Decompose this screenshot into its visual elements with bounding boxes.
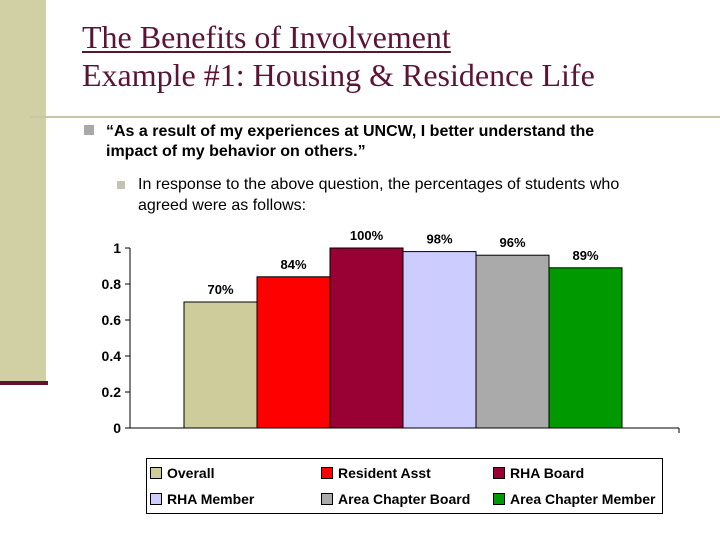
- legend-swatch: [150, 467, 162, 479]
- legend-swatch: [493, 467, 505, 479]
- side-accent-bar: [0, 0, 46, 384]
- y-tick-label: 0.4: [102, 348, 122, 364]
- y-tick-label: 0.8: [102, 276, 122, 292]
- data-label: 84%: [280, 257, 306, 272]
- slide-title: The Benefits of Involvement Example #1: …: [82, 18, 595, 94]
- legend-label: RHA Board: [510, 465, 585, 481]
- y-tick-label: 0.6: [102, 312, 122, 328]
- legend-item: RHA Member: [150, 489, 254, 509]
- legend-label: Area Chapter Board: [338, 491, 471, 507]
- title-line-1: The Benefits of Involvement: [82, 19, 451, 55]
- bullet-response: In response to the above question, the p…: [138, 176, 620, 214]
- legend-item: RHA Board: [493, 463, 584, 483]
- bar: [548, 267, 623, 429]
- legend-swatch: [321, 467, 333, 479]
- data-label: 89%: [572, 248, 598, 263]
- data-label: 100%: [350, 228, 384, 243]
- bar: [256, 276, 331, 429]
- y-tick-label: 0.2: [102, 384, 122, 400]
- bar: [402, 251, 477, 429]
- data-label: 98%: [426, 232, 452, 247]
- legend-swatch: [321, 493, 333, 505]
- y-tick-label: 1: [113, 240, 121, 256]
- legend-item: Area Chapter Member: [493, 489, 656, 509]
- legend-label: Area Chapter Member: [510, 491, 656, 507]
- legend-item: Area Chapter Board: [321, 489, 470, 509]
- chart-legend: Overall Resident Asst RHA Board RHA Member A…: [146, 458, 663, 514]
- title-divider: [30, 116, 720, 118]
- title-line-2: Example #1: Housing & Residence Life: [82, 57, 595, 93]
- bar: [183, 301, 258, 429]
- legend-label: RHA Member: [167, 491, 255, 507]
- bullet-question: “As a result of my experiences at UNCW, …: [106, 123, 595, 160]
- legend-swatch: [493, 493, 505, 505]
- sub-bullet-square-icon: [117, 181, 125, 189]
- bullet-square-icon: [84, 125, 94, 135]
- side-accent-line: [0, 381, 48, 385]
- legend-item: Resident Asst: [321, 463, 431, 483]
- data-label: 96%: [499, 235, 525, 250]
- y-tick-label: 0: [113, 420, 121, 436]
- bar: [475, 254, 550, 429]
- legend-item: Overall: [150, 463, 214, 483]
- bar-chart: 70% 84% 100% 98% 96% 89% 0 0.2 0.4 0.6 0.8 1: [102, 228, 680, 436]
- legend-swatch: [150, 493, 162, 505]
- legend-label: Overall: [167, 465, 215, 481]
- bar: [329, 247, 404, 429]
- data-label: 70%: [207, 282, 233, 297]
- legend-label: Resident Asst: [338, 465, 431, 481]
